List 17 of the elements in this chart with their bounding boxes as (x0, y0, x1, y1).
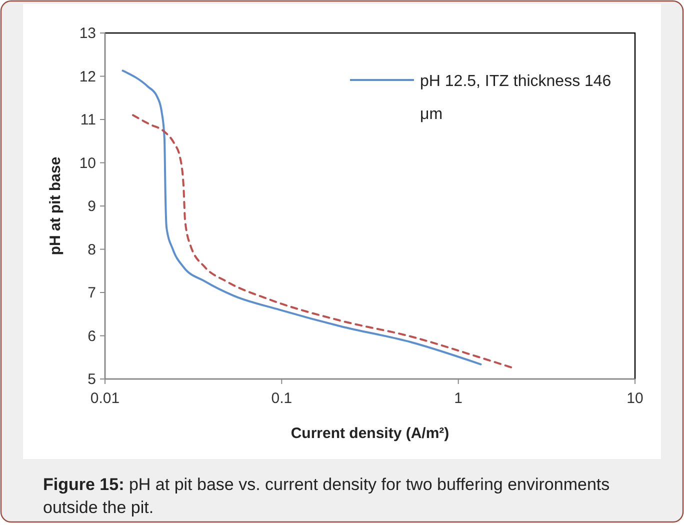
caption: Figure 15: pH at pit base vs. current density for two buffering environments outside the pit. (43, 475, 610, 517)
x-axis-title: Current density (A/m²) (290, 425, 450, 442)
y-tick-label: 11 (80, 112, 96, 128)
x-tick-label: 0.1 (271, 390, 292, 407)
y-axis-title: pH at pit base (47, 156, 64, 256)
y-tick-label: 5 (88, 371, 96, 388)
y-tick-label: 6 (88, 328, 96, 345)
x-tick-label: 10 (626, 390, 644, 407)
y-tick-label: 12 (79, 68, 96, 86)
x-tick-label: 0.01 (90, 390, 120, 407)
legend-label: pH 12.5, ITZ thickness 146 μm (420, 73, 612, 123)
y-tick-label: 13 (79, 25, 96, 42)
x-tick-label: 1 (454, 390, 463, 407)
y-tick-label: 7 (88, 284, 96, 302)
y-tick-label: 9 (88, 198, 96, 215)
y-tick-label: 10 (79, 154, 96, 172)
y-tick-label: 8 (88, 241, 96, 258)
